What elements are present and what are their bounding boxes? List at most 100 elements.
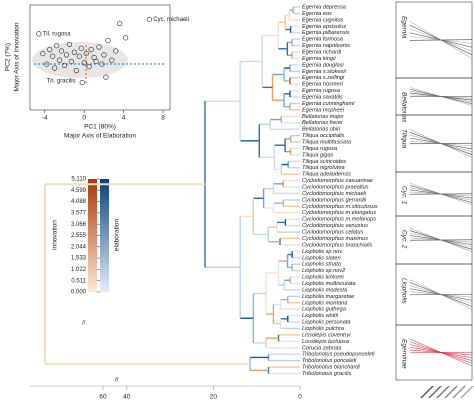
point (44, 61, 50, 67)
tip-label: Egernia depressa (302, 4, 346, 10)
tip-label: Lissolepis coventryi (302, 332, 351, 338)
point (117, 20, 123, 26)
tip-label: Cyclodomorphus m.siticulosus (302, 204, 378, 210)
tip-label: Liopholis margaretae (302, 294, 354, 300)
point (76, 53, 82, 59)
x-tick-label: -4 (42, 115, 48, 122)
tip-label: Liopholis slateri (302, 255, 341, 261)
tip-label: Cyclodomorphus casuarinae (302, 178, 373, 184)
point (123, 35, 129, 41)
tip-label: Liopholis pulchra (302, 326, 344, 332)
panel-label: Tiliqua (400, 129, 407, 148)
point (109, 57, 115, 63)
tip-label: Liopholis montana (302, 300, 347, 306)
y-label-sub: Major Axis of Innovation (14, 22, 21, 91)
x-tick-label: 8 (161, 115, 165, 122)
point (68, 58, 75, 65)
point (101, 52, 107, 58)
elaboration-title: elaboration (114, 219, 121, 252)
tip-label: Liopholis guthega (302, 307, 346, 313)
tip-label: Cyclodomorphus celatus (302, 230, 363, 236)
panel-line (409, 227, 473, 253)
tip-label: Egernia hosmeri (302, 82, 343, 88)
point (105, 37, 111, 44)
tip-label: Tiliqua adelaidensis (302, 172, 351, 178)
tip-label: Liopholis striata (302, 262, 341, 268)
point (71, 49, 77, 55)
point (78, 45, 84, 51)
tip-label: Egernia s.zellingi (302, 75, 345, 81)
tip-label: Tiliqua multifasciata (302, 140, 351, 146)
panel-label: Cyc. 2 (400, 230, 407, 249)
legend-tick-label: 3.066 (71, 222, 87, 228)
tip-label: Egernia richardi (302, 49, 342, 55)
tip-label: Cyclodomorphus branchialis (302, 242, 372, 248)
point (50, 53, 56, 59)
legend-tick-label: 1.533 (71, 256, 87, 262)
point (63, 52, 70, 58)
tip-label: Liopholis multiscutata (302, 281, 355, 287)
tip-label: Tiliqua scincoides (302, 159, 346, 165)
tip-label: Egernia rugosa (302, 88, 340, 94)
tip-label: Bellatorias frerei (302, 120, 343, 126)
point (73, 68, 79, 74)
panel-label: Liopholis (400, 278, 407, 304)
annotation: Tri. gracilis (47, 79, 76, 85)
time-tick-label: 20 (210, 394, 218, 401)
tip-label: Corucia zebrata (302, 345, 342, 351)
panel-label: Egerninae (400, 339, 407, 369)
legend-tick-label: 2.555 (71, 233, 87, 239)
tip-label: Cyclodomorphus m.melanops (302, 217, 376, 223)
tip-label: Egernia douglasi (302, 62, 344, 68)
tip-label: Egernia epsisolus (302, 24, 346, 30)
point (47, 47, 53, 53)
point (40, 50, 46, 57)
tip-label: Egernia cygnitos (302, 17, 344, 23)
x-label: PC1 (80%) (84, 124, 116, 131)
legend-tick-label: 0.000 (71, 290, 87, 296)
y-label: PC2 (7%) (5, 43, 12, 71)
point (146, 16, 152, 23)
legend-tick-label: 0.511 (71, 278, 86, 284)
point (81, 60, 87, 66)
panel-label: Egernia (400, 16, 407, 39)
tip-label: Egernia pilbarensis (302, 30, 350, 36)
point (88, 47, 94, 53)
point (93, 58, 99, 65)
elaboration-colorbar (100, 179, 109, 292)
bottom-glyphs (420, 386, 474, 398)
tip-label: Cyclodomorphus maximus (302, 236, 368, 242)
legend-tick-label: 2.044 (71, 244, 87, 250)
tip-label: Tribolonotus blanchardi (302, 365, 360, 371)
time-tick-label: 40 (123, 394, 131, 401)
x-tick-label: 4 (122, 115, 126, 122)
tip-label: Tiliqua rugosa (302, 146, 337, 152)
panel-line (409, 338, 473, 367)
tip-label: Tiliqua gigas (302, 152, 334, 158)
x-label-sub: Major Axis of Elaboration (64, 133, 136, 140)
tip-label: Lissolepis luctuosa (302, 339, 349, 345)
point (103, 74, 109, 80)
tip-label: Tribolonotus pseudoponceleti (302, 352, 375, 358)
tip-label: Liopholis kintorei (302, 275, 344, 281)
point (66, 41, 73, 47)
panel-line (409, 129, 473, 158)
tip-label: Liopholis personata (302, 320, 351, 326)
axis-break: // (115, 378, 119, 384)
innovation-colorbar (88, 179, 97, 292)
point (113, 48, 119, 54)
time-tick-label: 60 (99, 394, 107, 401)
tip-label: Tribolonotus ponceleti (302, 358, 357, 364)
tip-label: Liopholis sp.nov2 (302, 268, 346, 274)
legend-tick-label: 3.577 (71, 210, 87, 216)
tip-label: Egernia mcpheei (302, 107, 345, 113)
point (54, 43, 60, 49)
x-tick-label: 0 (82, 115, 86, 122)
side-panels: Egernia Bellatorias Tiliqua Cyc. 1 Cyc. 2 Lio… (395, 1, 473, 381)
tip-label: Egernia s.stokesii (302, 69, 347, 75)
tip-label: Egernia kingii (302, 56, 336, 62)
legend-tick-label: 5.110 (71, 177, 86, 183)
tip-label: Egernia formosa (302, 37, 343, 43)
legend-tick-label: 4.599 (71, 188, 87, 194)
